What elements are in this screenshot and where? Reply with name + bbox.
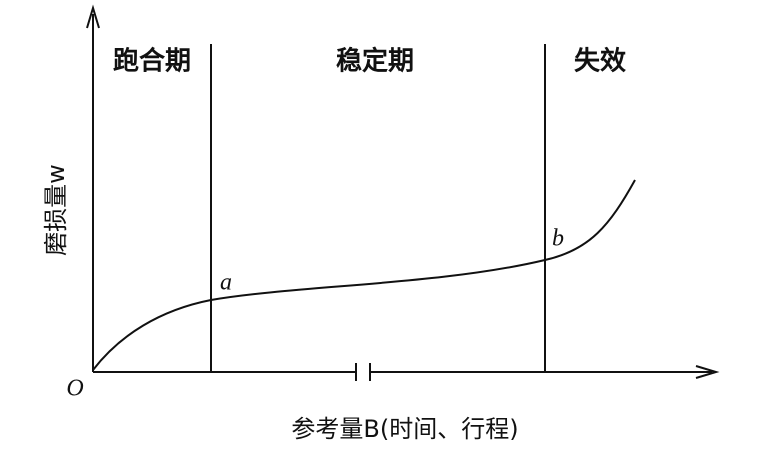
point-label: b <box>552 226 564 252</box>
x-axis-label: 参考量B(时间、行程) <box>291 415 518 443</box>
phase-label: 失效 <box>574 46 626 77</box>
y-arrow <box>86 4 100 29</box>
x-arrow <box>695 365 720 379</box>
phase-label: 稳定期 <box>336 46 414 77</box>
wear-curve <box>92 179 636 371</box>
phase-label: 跑合期 <box>113 46 191 77</box>
point-label: a <box>220 270 232 296</box>
origin-label: O <box>66 376 83 402</box>
y-axis-label: 磨损量w <box>42 164 70 256</box>
